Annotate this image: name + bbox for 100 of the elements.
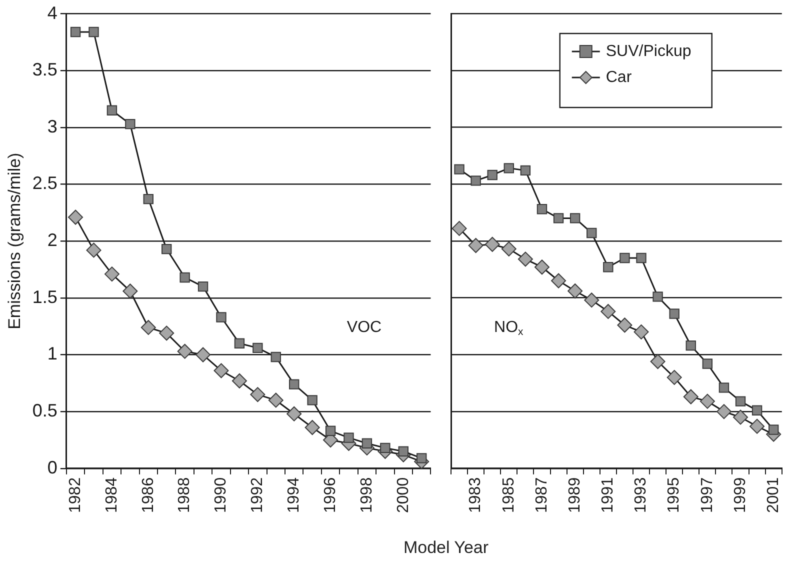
point [143,194,154,204]
y-tick-label: 2 [47,230,58,250]
point [88,26,99,38]
point [686,340,696,351]
point [568,283,583,298]
x-tick-label: 1992 [249,477,266,513]
point [270,352,281,362]
point [180,272,190,283]
point [586,228,597,238]
x-tick-label: 1983 [467,477,484,513]
point [768,424,779,435]
point [634,324,649,340]
point [666,370,682,385]
point [620,252,630,264]
point [250,387,266,402]
point [617,318,632,333]
point [603,262,614,272]
y-tick-label: 1 [47,344,58,364]
x-tick-label: 1982 [66,477,84,513]
x-tick-label: 1985 [500,477,518,513]
point [600,304,616,319]
y-tick-label: 1.5 [32,286,58,307]
x-tick-label: 1990 [212,477,230,513]
point [520,165,531,176]
x-tick-label: 1987 [533,477,550,513]
point [683,389,698,404]
point [177,344,192,359]
point [669,308,680,319]
x-tick-label: 2001 [765,477,782,513]
y-axis-title: Emissions (grams/mile) [4,152,24,330]
annotation: VOC [346,318,382,336]
x-tick-label: 1998 [358,477,376,513]
point [232,373,247,388]
point [536,204,548,214]
point [487,170,498,180]
x-tick-label: 1993 [632,477,650,513]
x-tick-label: 1989 [566,477,584,513]
x-tick-label: 1988 [176,477,194,513]
x-tick-label: 1996 [322,477,339,513]
x-axis-title: Model Year [402,538,490,558]
point [198,281,208,292]
x-tick-label: 1984 [103,477,120,513]
point [70,26,81,38]
point [196,347,211,362]
x-tick-label: 1991 [600,477,617,513]
point [534,260,550,275]
point [700,394,715,409]
legend-label: Car [606,68,632,86]
legend-label: SUV/Pickup [606,42,692,60]
point [106,105,118,116]
point [750,418,765,434]
point [398,446,408,456]
point [501,241,516,256]
point [252,342,263,354]
point [718,382,730,393]
point [380,442,390,454]
point [104,266,120,282]
point [468,238,484,253]
y-tick-label: 3.5 [32,60,58,80]
point [234,338,245,348]
point [325,426,336,436]
point [752,405,762,416]
y-tick-label: 0.5 [32,400,58,421]
point [86,242,102,258]
point [650,354,666,370]
point [304,420,320,435]
point [636,252,646,264]
y-tick-label: 4 [47,2,58,23]
point [652,292,663,302]
point [454,164,464,174]
point [735,396,746,406]
point [733,410,748,425]
point [159,326,174,341]
point [344,432,354,443]
point [551,273,566,288]
point [68,210,84,225]
x-tick-label: 2000 [394,477,412,513]
point [162,244,172,254]
point [125,118,136,130]
point [362,438,372,448]
point [286,406,302,422]
point [470,176,481,186]
point [307,395,318,406]
point [570,213,580,224]
y-tick-label: 2.5 [32,173,58,194]
point [214,363,229,378]
x-tick-label: 1995 [666,477,683,513]
point [416,453,427,464]
point [518,252,533,267]
point [289,379,300,390]
point [584,292,600,308]
point [452,220,467,236]
point [216,312,226,322]
point [122,284,138,299]
point [484,236,500,252]
point [702,358,713,369]
x-tick-label: 1997 [698,477,716,513]
point [716,404,732,420]
point [268,392,284,408]
x-tick-label: 1999 [732,477,749,513]
